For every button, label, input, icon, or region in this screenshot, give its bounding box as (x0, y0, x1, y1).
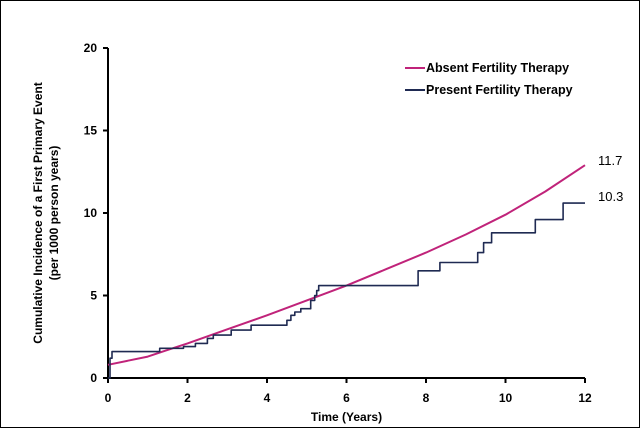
y-tick-label: 15 (84, 124, 98, 138)
series-end-label-1: 11.7 (598, 153, 622, 168)
series-line-1 (107, 164, 586, 366)
y-tick-label: 0 (90, 371, 97, 385)
axes: 0 5 10 15 20 0 2 4 6 8 10 12 (84, 41, 592, 405)
x-tick-label: 0 (105, 391, 112, 405)
x-tick-label: 10 (499, 391, 513, 405)
x-tick-label: 8 (423, 391, 430, 405)
y-axis-title-line-1: Cumulative Incidence of a First Primary … (31, 82, 45, 343)
y-tick-label: 10 (84, 206, 98, 220)
legend-label-1: Absent Fertility Therapy (426, 61, 569, 75)
x-tick-label: 6 (343, 391, 350, 405)
y-tick-label: 5 (90, 289, 97, 303)
y-tick-label: 20 (84, 41, 98, 55)
x-tick-label: 4 (264, 391, 271, 405)
x-axis-title: Time (Years) (311, 410, 382, 424)
series-line-2 (108, 202, 585, 379)
legend-label-2: Present Fertility Therapy (426, 83, 573, 97)
legend: Absent Fertility Therapy Present Fertilit… (405, 61, 573, 97)
x-tick-label: 12 (578, 391, 592, 405)
x-tick-label: 2 (184, 391, 191, 405)
y-axis-title-line-2: (per 1000 person years) (47, 146, 61, 281)
series-end-label-2: 10.3 (598, 189, 623, 204)
series-layer: 11.7 10.3 (107, 153, 623, 379)
